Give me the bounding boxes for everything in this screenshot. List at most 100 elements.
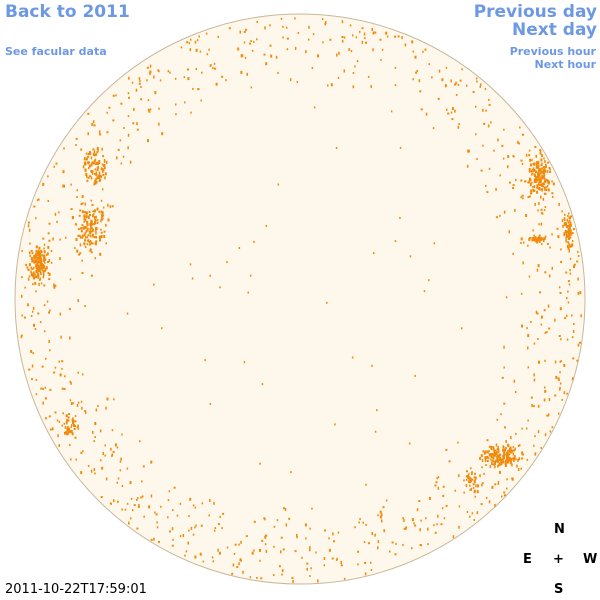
facula-speck [544,179,547,183]
facula-speck [208,514,210,517]
facula-speck [564,317,567,320]
facula-speck [424,48,427,51]
facula-speck [95,229,97,232]
facula-speck [199,50,202,53]
facula-speck [33,271,35,275]
facula-speck [86,211,88,215]
facula-speck [38,254,41,257]
facula-speck [91,170,94,174]
facula-speck [95,215,97,219]
facula-speck [565,271,568,274]
facula-speck [114,443,117,447]
back-to-year-link[interactable]: Back to 2011 [5,2,130,22]
facula-speck [244,56,247,59]
facula-speck [120,457,122,461]
previous-day-link[interactable]: Previous day [473,2,597,22]
facula-speck [126,312,129,315]
facula-speck [566,225,568,229]
facula-speck [438,69,441,73]
facula-speck [101,466,104,470]
facula-speck [540,446,542,449]
facula-speck [100,199,103,202]
facula-speck [535,310,538,314]
facula-speck [92,223,95,226]
facula-speck [441,78,444,82]
facula-speck [490,121,492,124]
facula-speck [323,557,326,560]
facula-speck [102,170,104,174]
facula-speck [74,247,76,250]
facula-speck [71,432,74,436]
facula-speck [77,234,80,237]
facula-speck [87,215,90,218]
facula-speck [98,171,101,175]
facula-speck [382,506,385,509]
facula-speck [43,265,45,269]
facula-speck [435,481,438,484]
facula-speck [457,125,460,129]
facula-speck [68,427,71,431]
facula-speck [109,502,112,505]
facula-speck [379,515,382,519]
facula-speck [31,260,34,263]
facula-speck [512,457,514,460]
facula-speck [149,64,152,68]
facula-speck [445,66,448,69]
facula-speck [533,168,536,172]
facula-speck [403,527,406,530]
facula-speck [95,240,98,243]
facula-speck [564,213,566,216]
facula-speck [88,243,91,246]
facula-speck [559,382,562,385]
facula-speck [30,266,33,270]
facula-speck [116,446,119,449]
facula-speck [544,169,547,173]
see-facular-data-link[interactable]: See facular data [5,45,107,58]
facula-speck [280,17,283,20]
facula-speck [35,217,37,220]
facula-speck [174,77,177,80]
facula-speck [21,294,23,298]
facula-speck [94,168,96,171]
facula-speck [28,368,31,371]
facula-speck [129,481,132,485]
facula-speck [127,115,130,118]
facula-speck [558,412,560,415]
facula-speck [500,413,502,416]
facula-speck [154,91,157,95]
facula-speck [77,427,80,430]
facula-speck [246,72,248,76]
facula-speck [499,470,501,474]
next-day-link[interactable]: Next day [512,20,597,40]
facula-speck [21,276,23,279]
facula-speck [506,459,508,462]
facula-speck [531,239,533,242]
facula-speck [432,127,435,130]
facula-speck [559,292,562,294]
facula-speck [137,505,140,508]
facula-speck [147,108,150,111]
facula-speck [559,307,562,311]
facula-speck [491,485,494,489]
facula-speck [111,205,114,208]
facula-speck [48,339,50,343]
facula-speck [80,400,83,403]
facula-speck [497,481,500,484]
facula-speck [530,396,533,399]
facula-speck [546,180,549,182]
facula-speck [539,187,541,191]
facula-speck [466,84,468,87]
facula-speck [412,50,415,53]
facula-speck [39,259,42,263]
facula-speck [475,105,477,108]
facula-speck [399,217,401,219]
facula-speck [539,149,542,152]
facula-speck [513,459,515,462]
previous-hour-link[interactable]: Previous hour [509,45,596,58]
facula-speck [122,155,125,158]
next-hour-link[interactable]: Next hour [534,58,597,71]
facula-speck [71,424,73,427]
facula-speck [527,244,529,247]
facula-speck [84,411,87,414]
facula-speck [184,554,186,557]
